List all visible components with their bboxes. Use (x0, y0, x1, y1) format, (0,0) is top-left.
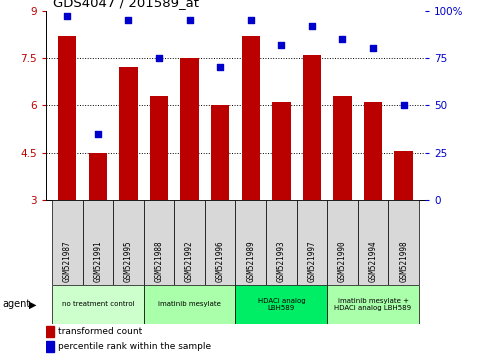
Point (369, 46, 377, 51)
Text: imatinib mesylate +
HDACi analog LBH589: imatinib mesylate + HDACi analog LBH589 (335, 298, 412, 311)
Bar (119, 67, 138, 200)
Text: imatinib mesylate: imatinib mesylate (158, 302, 221, 307)
Text: percentile rank within the sample: percentile rank within the sample (58, 342, 211, 351)
Text: GSM521990: GSM521990 (338, 240, 347, 281)
Text: transformed count: transformed count (58, 327, 142, 336)
Bar (144, 200, 174, 285)
Point (216, 64, 224, 70)
Bar (272, 102, 290, 200)
Text: GSM521987: GSM521987 (63, 240, 72, 281)
Point (63, 13, 71, 19)
Point (125, 17, 132, 23)
Bar (236, 285, 327, 324)
Bar (46, 326, 54, 337)
Text: GSM521988: GSM521988 (155, 240, 164, 281)
Bar (327, 200, 358, 285)
Point (339, 36, 346, 42)
Bar (89, 153, 107, 200)
Bar (113, 200, 144, 285)
Text: HDACi analog
LBH589: HDACi analog LBH589 (257, 298, 305, 311)
Text: agent: agent (2, 299, 30, 309)
Point (155, 55, 163, 61)
Bar (150, 96, 168, 200)
Point (247, 17, 255, 23)
Bar (211, 105, 229, 200)
Bar (327, 285, 419, 324)
Bar (297, 200, 327, 285)
Text: GSM521991: GSM521991 (93, 240, 102, 281)
Bar (236, 200, 266, 285)
Bar (388, 200, 419, 285)
Text: ▶: ▶ (29, 299, 37, 309)
Point (400, 103, 408, 108)
Point (308, 23, 316, 29)
Bar (333, 96, 352, 200)
Text: GSM521997: GSM521997 (307, 240, 316, 281)
Point (94, 131, 102, 137)
Bar (181, 58, 199, 200)
Bar (205, 200, 236, 285)
Bar (83, 200, 113, 285)
Bar (58, 36, 76, 200)
Text: GSM521995: GSM521995 (124, 240, 133, 281)
Bar (52, 200, 83, 285)
Text: GDS4047 / 201589_at: GDS4047 / 201589_at (54, 0, 199, 10)
Bar (46, 341, 54, 352)
Text: GSM521994: GSM521994 (369, 240, 378, 281)
Bar (395, 151, 413, 200)
Bar (364, 102, 382, 200)
Text: GSM521996: GSM521996 (216, 240, 225, 281)
Bar (303, 55, 321, 200)
Bar (266, 200, 297, 285)
Bar (174, 200, 205, 285)
Point (277, 42, 285, 47)
Bar (242, 36, 260, 200)
Text: GSM521992: GSM521992 (185, 240, 194, 281)
Text: GSM521993: GSM521993 (277, 240, 286, 281)
Text: GSM521989: GSM521989 (246, 240, 255, 281)
Bar (52, 285, 144, 324)
Bar (144, 285, 236, 324)
Text: no treatment control: no treatment control (61, 302, 134, 307)
Text: GSM521998: GSM521998 (399, 240, 408, 281)
Point (186, 17, 194, 23)
Bar (358, 200, 388, 285)
